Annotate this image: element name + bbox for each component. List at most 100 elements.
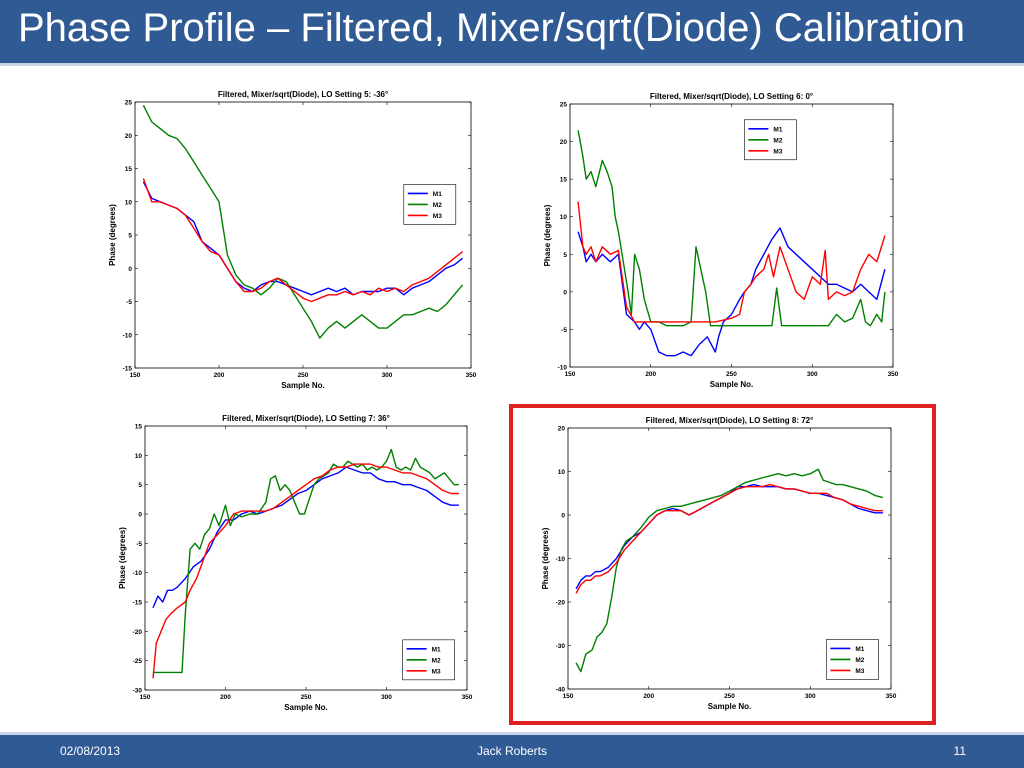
- legend-label-m2: M2: [773, 137, 782, 144]
- x-tick-label: 350: [888, 371, 899, 378]
- legend-label-m3: M3: [773, 148, 782, 155]
- series-line-m3: [575, 483, 883, 594]
- y-tick-label: 20: [558, 426, 566, 433]
- legend-label-m1: M1: [432, 646, 441, 653]
- legend-label-m3: M3: [855, 668, 864, 675]
- chart-title: Filtered, Mixer/sqrt(Diode), LO Setting …: [222, 414, 390, 423]
- y-tick-label: 10: [125, 199, 133, 206]
- title-bar: Phase Profile – Filtered, Mixer/sqrt(Dio…: [0, 0, 1024, 66]
- x-axis-label: Sample No.: [710, 380, 754, 389]
- x-tick-label: 150: [565, 371, 576, 378]
- y-tick-label: 10: [558, 469, 566, 476]
- y-tick-label: -30: [556, 643, 566, 650]
- y-tick-label: -10: [123, 332, 133, 339]
- plot-area: [134, 101, 472, 369]
- chart-svg: Filtered, Mixer/sqrt(Diode), LO Setting …: [108, 90, 477, 390]
- x-axis-label: Sample No.: [708, 702, 752, 711]
- x-tick-label: 200: [643, 693, 654, 700]
- x-tick-label: 350: [462, 694, 473, 701]
- x-axis-label: Sample No.: [281, 381, 325, 390]
- footer-date: 02/08/2013: [60, 744, 121, 758]
- series-line-m2: [153, 448, 459, 674]
- y-tick-label: 15: [135, 424, 143, 431]
- y-tick-label: 15: [125, 166, 133, 173]
- footer-author: Jack Roberts: [476, 744, 548, 758]
- x-tick-label: 350: [886, 693, 897, 700]
- y-tick-label: 0: [138, 512, 142, 519]
- x-tick-label: 200: [220, 694, 231, 701]
- series-line-m1: [152, 466, 459, 609]
- y-tick-label: 5: [128, 233, 132, 240]
- chart-svg: Filtered, Mixer/sqrt(Diode), LO Setting …: [541, 416, 897, 711]
- chart-svg: Filtered, Mixer/sqrt(Diode), LO Setting …: [118, 414, 473, 712]
- x-tick-label: 200: [645, 371, 656, 378]
- series-line-m3: [152, 463, 459, 679]
- y-tick-label: 15: [560, 177, 568, 184]
- y-tick-label: -10: [558, 365, 568, 372]
- y-tick-label: 20: [560, 139, 568, 146]
- chart-title: Filtered, Mixer/sqrt(Diode), LO Setting …: [650, 92, 813, 101]
- y-tick-label: 10: [560, 214, 568, 221]
- y-axis-label: Phase (degrees): [543, 204, 552, 266]
- x-tick-label: 300: [805, 693, 816, 700]
- y-tick-label: 0: [561, 513, 565, 520]
- series-line-m3: [577, 201, 886, 323]
- y-tick-label: 0: [128, 266, 132, 273]
- y-tick-label: 20: [125, 133, 133, 140]
- y-tick-label: -40: [556, 687, 566, 694]
- x-tick-label: 250: [724, 693, 735, 700]
- y-tick-label: -10: [556, 556, 566, 563]
- y-tick-label: -30: [133, 688, 143, 695]
- y-tick-label: -15: [133, 600, 143, 607]
- y-tick-label: -20: [556, 600, 566, 607]
- legend-label-m2: M2: [432, 657, 441, 664]
- y-axis-label: Phase (degrees): [108, 204, 117, 266]
- legend-label-m1: M1: [855, 646, 864, 653]
- x-tick-label: 300: [382, 372, 393, 379]
- x-tick-label: 150: [140, 694, 151, 701]
- series-line-m2: [577, 130, 886, 327]
- x-tick-label: 150: [563, 693, 574, 700]
- plot-lo-setting-6: Filtered, Mixer/sqrt(Diode), LO Setting …: [530, 88, 900, 389]
- y-tick-label: -15: [123, 366, 133, 373]
- x-tick-label: 150: [130, 372, 141, 379]
- legend-label-m2: M2: [433, 202, 442, 209]
- highlight-box: [509, 404, 936, 725]
- y-tick-label: 5: [563, 252, 567, 259]
- y-tick-label: 5: [138, 482, 142, 489]
- y-tick-label: 25: [560, 102, 568, 109]
- x-tick-label: 200: [214, 372, 225, 379]
- slide-title: Phase Profile – Filtered, Mixer/sqrt(Dio…: [18, 6, 966, 50]
- legend-label-m3: M3: [433, 213, 442, 220]
- y-tick-label: 25: [125, 100, 133, 107]
- y-tick-label: -10: [133, 570, 143, 577]
- series-line-m3: [142, 178, 464, 303]
- y-tick-label: -5: [136, 541, 142, 548]
- legend-label-m2: M2: [855, 657, 864, 664]
- y-tick-label: 10: [135, 453, 143, 460]
- x-tick-label: 250: [298, 372, 309, 379]
- y-tick-label: -25: [133, 658, 143, 665]
- plot-area: [569, 103, 894, 368]
- chart-svg: Filtered, Mixer/sqrt(Diode), LO Setting …: [543, 92, 899, 389]
- y-tick-label: -5: [126, 299, 132, 306]
- plot-lo-setting-8: Filtered, Mixer/sqrt(Diode), LO Setting …: [530, 412, 900, 717]
- series-line-m2: [142, 104, 464, 339]
- chart-title: Filtered, Mixer/sqrt(Diode), LO Setting …: [646, 416, 814, 425]
- legend-label-m1: M1: [433, 191, 442, 198]
- x-tick-label: 300: [381, 694, 392, 701]
- x-axis-label: Sample No.: [284, 703, 328, 712]
- y-tick-label: -5: [561, 327, 567, 334]
- plot-lo-setting-5: Filtered, Mixer/sqrt(Diode), LO Setting …: [100, 86, 480, 390]
- x-tick-label: 250: [301, 694, 312, 701]
- y-tick-label: 0: [563, 289, 567, 296]
- x-tick-label: 300: [807, 371, 818, 378]
- legend-label-m1: M1: [773, 126, 782, 133]
- series-line-m1: [142, 181, 464, 296]
- footer-page-number: 11: [953, 744, 966, 758]
- y-axis-label: Phase (degrees): [541, 527, 550, 589]
- y-tick-label: -20: [133, 629, 143, 636]
- x-tick-label: 350: [466, 372, 477, 379]
- series-line-m2: [575, 468, 884, 673]
- footer-bar: 02/08/2013 Jack Roberts 11: [0, 732, 1024, 768]
